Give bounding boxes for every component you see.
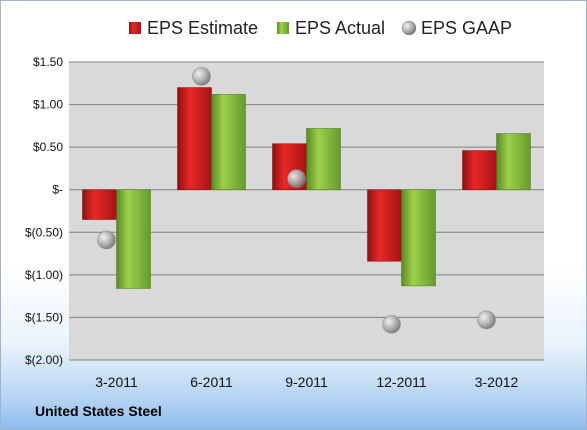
eps-estimate-bar <box>367 189 402 262</box>
eps-estimate-bar <box>462 150 497 190</box>
eps-gaap-marker <box>287 169 306 188</box>
eps-actual-bar <box>306 128 341 190</box>
x-category-label: 6-2011 <box>190 374 233 390</box>
x-category-label: 12-2011 <box>376 374 427 390</box>
x-category-label: 9-2011 <box>285 374 328 390</box>
eps-estimate-bar <box>82 189 117 220</box>
legend-actual-swatch <box>277 22 289 34</box>
legend-estimate-label: EPS Estimate <box>147 18 258 38</box>
eps-actual-bar <box>211 94 246 190</box>
eps-actual-bar <box>116 189 151 289</box>
legend-gaap-label: EPS GAAP <box>421 18 512 38</box>
y-axis-ticks: $1.50 $1.00 $0.50 $- $(0.50) $(1.00) $(1.50) $(… <box>25 55 63 367</box>
y-tick-label: $- <box>52 183 63 197</box>
y-tick-label: $1.50 <box>33 55 63 69</box>
eps-estimate-bar <box>177 87 212 190</box>
legend-gaap-swatch <box>401 20 417 36</box>
eps-gaap-marker <box>477 310 496 330</box>
legend: EPS Estimate EPS Actual EPS GAAP <box>129 18 512 38</box>
legend-estimate-swatch <box>129 22 141 34</box>
gaap-markers <box>97 67 496 334</box>
company-name: United States Steel <box>35 403 162 419</box>
bars <box>82 87 531 289</box>
eps-gaap-marker <box>97 230 116 250</box>
eps-actual-bar <box>496 133 531 190</box>
x-category-label: 3-2012 <box>475 374 519 390</box>
y-tick-label: $(2.00) <box>25 353 63 367</box>
y-tick-label: $(1.50) <box>25 310 63 324</box>
y-tick-label: $(1.00) <box>25 268 63 282</box>
legend-actual-label: EPS Actual <box>295 18 385 38</box>
eps-gaap-marker <box>382 314 401 334</box>
x-axis-labels: 3-2011 6-2011 9-2011 12-2011 3-2012 <box>95 374 518 390</box>
y-tick-label: $1.00 <box>33 98 63 112</box>
x-category-label: 3-2011 <box>95 374 138 390</box>
y-tick-label: $(0.50) <box>25 225 63 239</box>
eps-gaap-marker <box>192 67 211 86</box>
eps-actual-bar <box>401 189 436 287</box>
y-tick-label: $0.50 <box>33 140 63 154</box>
